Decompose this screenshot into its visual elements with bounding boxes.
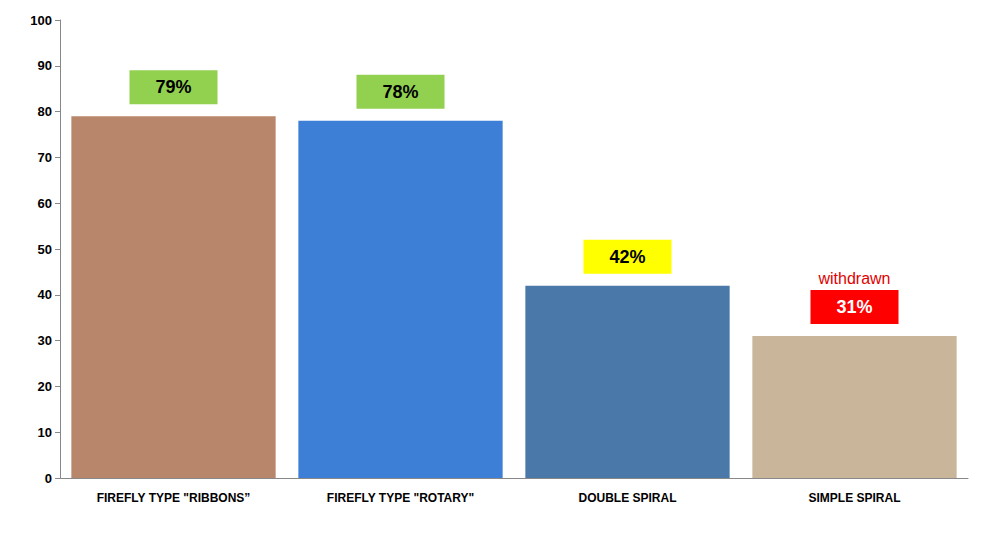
svg-text:SIMPLE SPIRAL: SIMPLE SPIRAL <box>808 491 900 505</box>
svg-text:0: 0 <box>45 471 52 486</box>
svg-text:FIREFLY TYPE "RIBBONS”: FIREFLY TYPE "RIBBONS” <box>97 491 251 505</box>
svg-text:42%: 42% <box>609 247 645 267</box>
svg-text:withdrawn: withdrawn <box>817 270 890 287</box>
svg-text:30: 30 <box>38 333 52 348</box>
svg-text:80: 80 <box>38 104 52 119</box>
svg-text:60: 60 <box>38 196 52 211</box>
svg-text:FIREFLY TYPE "ROTARY": FIREFLY TYPE "ROTARY" <box>327 491 474 505</box>
svg-text:78%: 78% <box>382 82 418 102</box>
svg-text:DOUBLE SPIRAL: DOUBLE SPIRAL <box>578 491 676 505</box>
svg-text:70: 70 <box>38 150 52 165</box>
svg-text:50: 50 <box>38 242 52 257</box>
svg-text:90: 90 <box>38 58 52 73</box>
svg-text:10: 10 <box>38 425 52 440</box>
svg-text:31%: 31% <box>836 297 872 317</box>
svg-text:79%: 79% <box>155 77 191 97</box>
svg-text:20: 20 <box>38 379 52 394</box>
svg-text:100: 100 <box>30 13 52 28</box>
svg-text:40: 40 <box>38 287 52 302</box>
